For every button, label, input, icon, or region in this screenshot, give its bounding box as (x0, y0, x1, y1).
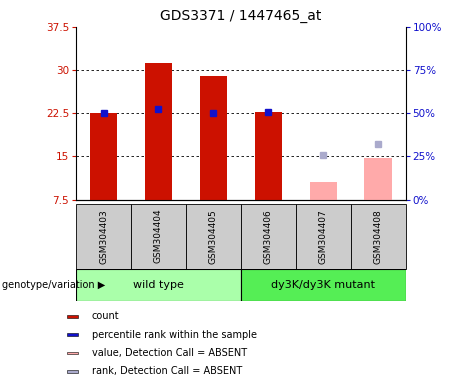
Text: GSM304406: GSM304406 (264, 209, 273, 263)
Bar (67, 315, 78, 318)
Text: dy3K/dy3K mutant: dy3K/dy3K mutant (271, 280, 375, 290)
Text: GSM304407: GSM304407 (319, 209, 328, 263)
Bar (186, 204, 241, 269)
Bar (76, 204, 131, 269)
Bar (67, 370, 78, 372)
Text: rank, Detection Call = ABSENT: rank, Detection Call = ABSENT (92, 366, 242, 376)
Bar (90, 113, 117, 200)
Text: GSM304405: GSM304405 (209, 209, 218, 263)
Bar (67, 351, 78, 354)
Bar (351, 204, 406, 269)
Bar (296, 204, 351, 269)
Bar (76, 269, 241, 301)
Text: wild type: wild type (133, 280, 184, 290)
Text: percentile rank within the sample: percentile rank within the sample (92, 329, 256, 339)
Bar (241, 269, 406, 301)
Bar (309, 182, 337, 200)
Text: GSM304403: GSM304403 (99, 209, 108, 263)
Text: genotype/variation ▶: genotype/variation ▶ (2, 280, 106, 290)
Bar (365, 158, 392, 200)
Title: GDS3371 / 1447465_at: GDS3371 / 1447465_at (160, 9, 322, 23)
Text: GSM304408: GSM304408 (374, 209, 383, 263)
Bar (67, 333, 78, 336)
Text: count: count (92, 311, 119, 321)
Bar (241, 204, 296, 269)
Text: GSM304404: GSM304404 (154, 209, 163, 263)
Bar (254, 112, 282, 200)
Bar (200, 76, 227, 200)
Bar (131, 204, 186, 269)
Bar (145, 63, 172, 200)
Text: value, Detection Call = ABSENT: value, Detection Call = ABSENT (92, 348, 247, 358)
